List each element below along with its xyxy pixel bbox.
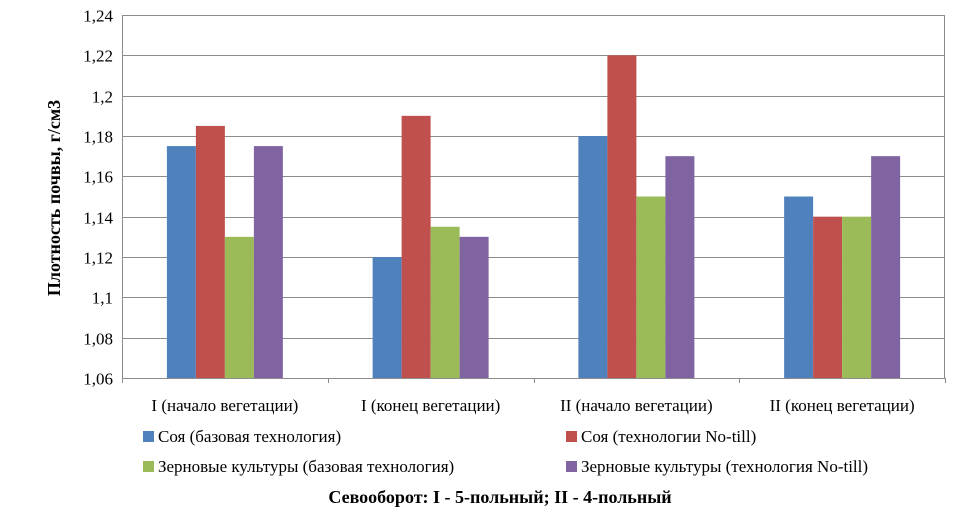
bar (253, 146, 283, 378)
legend: Соя (базовая технология) Соя (технологии … (143, 427, 868, 476)
legend-label: Зерновые культуры (базовая технология) (158, 457, 454, 476)
x-category-label: I (начало вегетации) (151, 396, 298, 415)
legend-item: Соя (базовая технология) (143, 427, 341, 446)
y-tick-label: 1,12 (83, 249, 113, 268)
y-tick-label: 1,18 (83, 128, 113, 147)
legend-label: Соя (базовая технология) (158, 427, 341, 446)
legend-swatch (143, 461, 154, 472)
bar (578, 136, 608, 378)
legend-item: Соя (технологии No-till) (566, 427, 756, 446)
y-axis-label: Плотность почвы, г/см3 (44, 100, 64, 296)
legend-label: Соя (технологии No-till) (581, 427, 756, 446)
bar (607, 55, 637, 378)
y-tick-label: 1,14 (83, 209, 113, 228)
y-tick-label: 1,06 (83, 370, 113, 389)
bar (842, 216, 872, 378)
y-tick-label: 1,24 (83, 7, 113, 26)
bar (372, 257, 402, 378)
x-category-label: II (конец вегетации) (770, 396, 915, 415)
axes (122, 15, 946, 383)
legend-swatch (566, 431, 577, 442)
bar (813, 216, 843, 378)
bar (401, 115, 431, 378)
y-tick-label: 1,1 (92, 289, 113, 308)
y-tick-label: 1,16 (83, 168, 113, 187)
legend-label: Зерновые культуры (технология No-till) (581, 457, 868, 476)
bars (166, 55, 901, 379)
bar (871, 156, 901, 378)
legend-swatch (143, 431, 154, 442)
y-tick-label: 1,2 (92, 88, 113, 107)
legend-item: Зерновые культуры (технология No-till) (566, 457, 868, 476)
bar (665, 156, 695, 378)
bar (430, 226, 460, 378)
bar (224, 236, 254, 378)
y-tick-labels: 1,06 1,08 1,1 1,12 1,14 1,16 1,18 1,2 1,22 1,24 (83, 7, 113, 389)
bar (459, 236, 489, 378)
x-category-label: II (начало вегетации) (560, 396, 713, 415)
y-tick-label: 1,22 (83, 47, 113, 66)
bar (636, 196, 666, 378)
legend-swatch (566, 461, 577, 472)
chart-caption: Севооборот: I - 5-польный; II - 4-польны… (328, 487, 671, 507)
bar (784, 196, 814, 378)
bar (195, 125, 225, 379)
y-tick-label: 1,08 (83, 330, 113, 349)
bar (166, 146, 196, 378)
legend-item: Зерновые культуры (базовая технология) (143, 457, 454, 476)
x-category-label: I (конец вегетации) (361, 396, 500, 415)
x-category-labels: I (начало вегетации) I (конец вегетации) I… (151, 396, 914, 415)
